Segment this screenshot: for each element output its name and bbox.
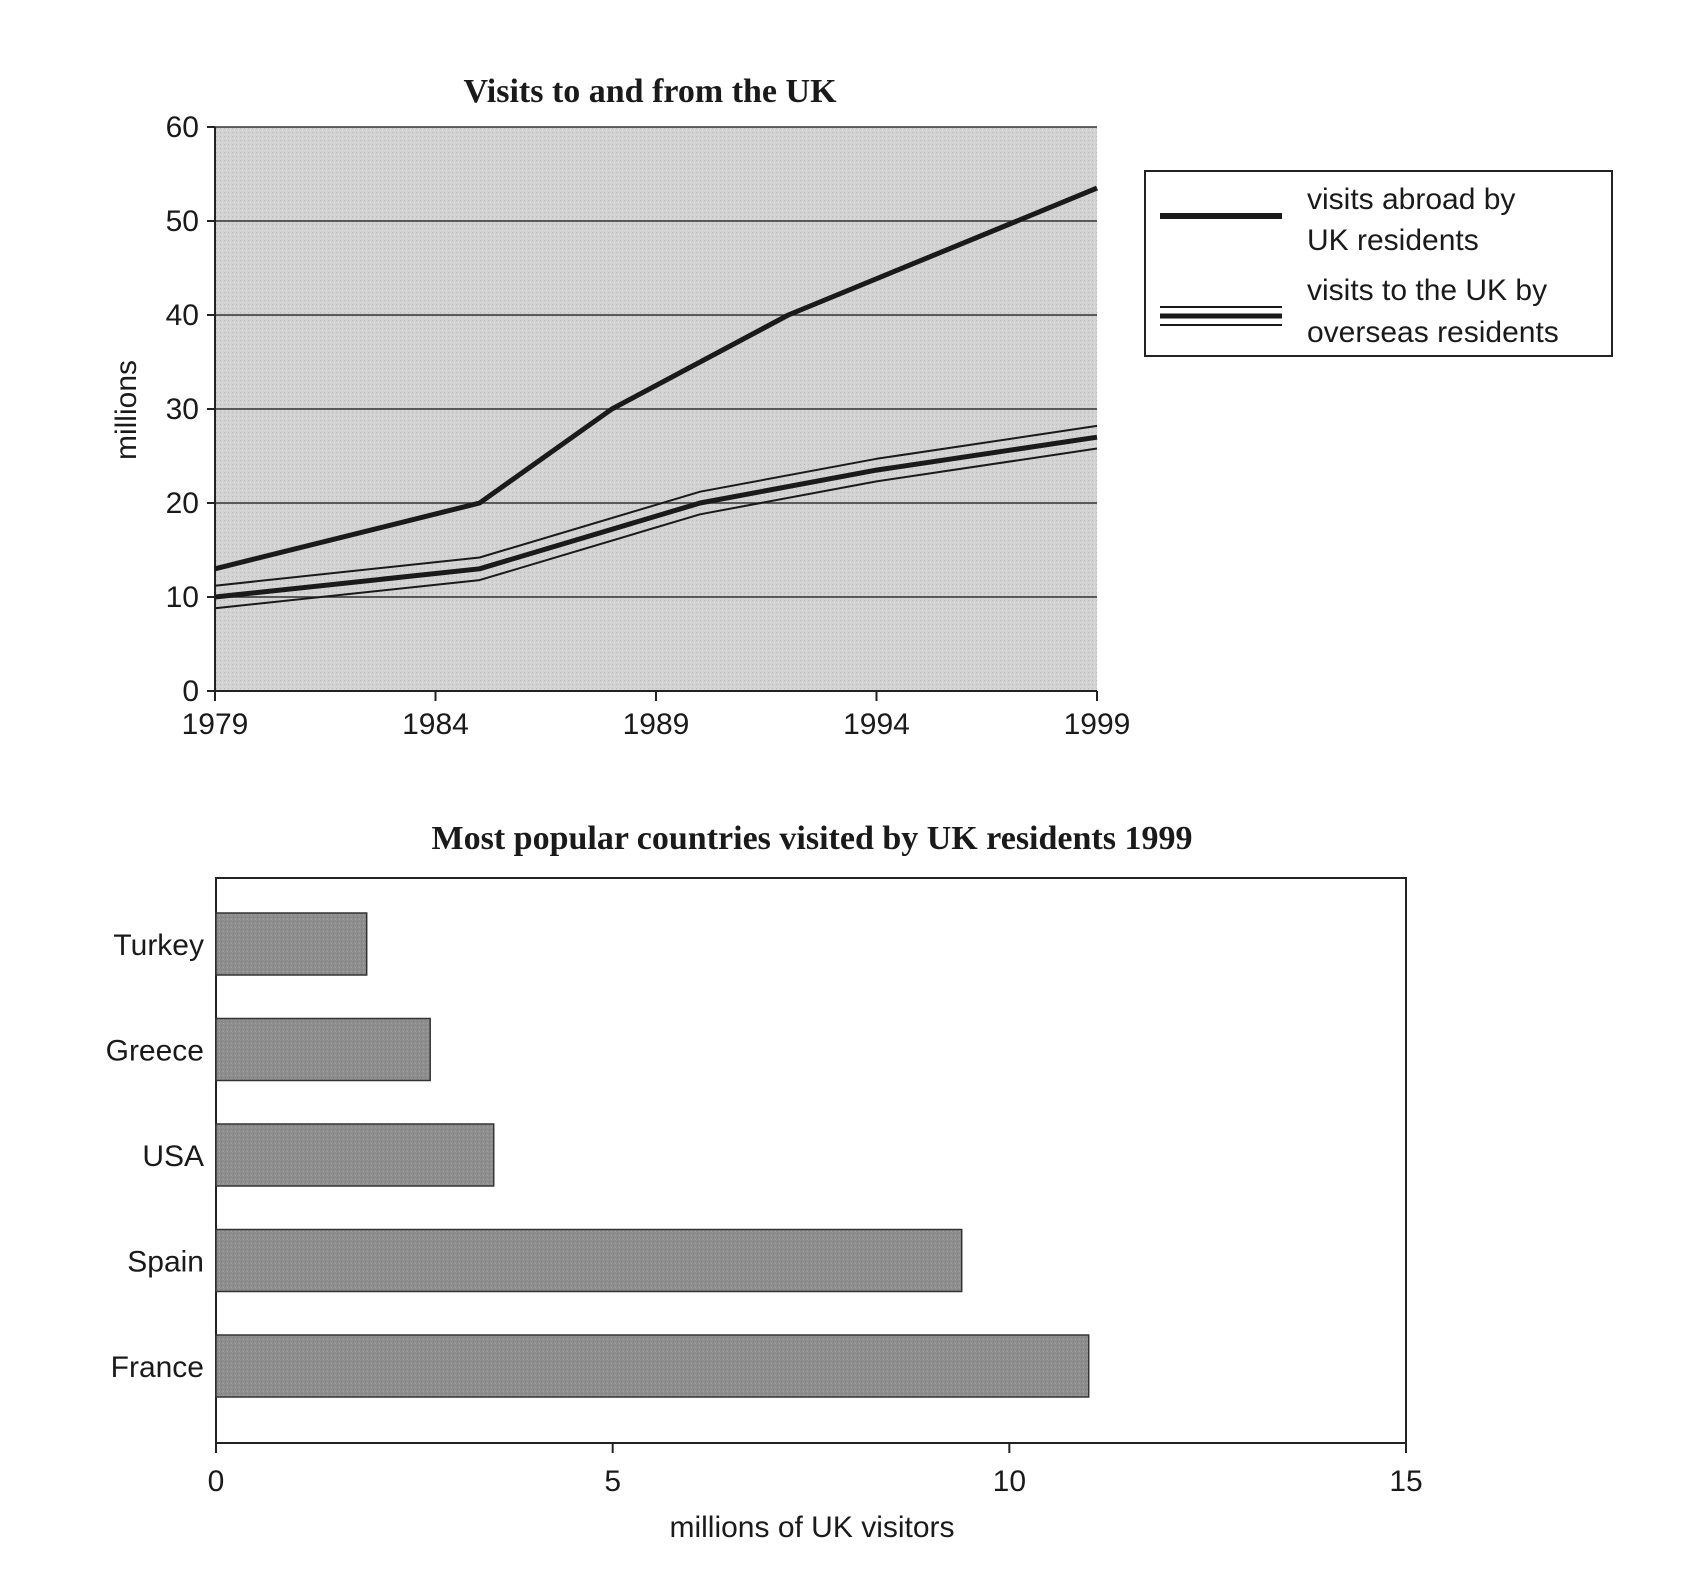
category-label-usa: USA <box>142 1140 204 1173</box>
y-tick-label: 50 <box>166 205 199 238</box>
x-tick-label: 1999 <box>1064 708 1131 741</box>
line-chart-gridlines <box>215 126 1097 598</box>
legend-label-uk-residents-line2: UK residents <box>1307 224 1479 257</box>
category-label-greece: Greece <box>106 1035 204 1068</box>
line-chart-legend: visits abroad by UK residents visits to … <box>1144 170 1613 357</box>
category-label-france: France <box>111 1351 204 1384</box>
legend-box <box>1144 170 1613 357</box>
y-tick-label: 60 <box>166 111 199 144</box>
y-tick-label: 0 <box>182 675 199 708</box>
legend-label-overseas-line2: overseas residents <box>1307 316 1559 349</box>
bar-turkey <box>215 912 368 976</box>
series-line-overseas-residents-outer <box>214 447 1098 610</box>
bar-chart: Most popular countries visited by UK res… <box>106 820 1423 1544</box>
bar-france <box>215 1334 1090 1398</box>
line-chart-x-ticks: 1979 1984 1989 1994 1999 <box>182 691 1131 741</box>
x-tick-label: 1979 <box>182 708 249 741</box>
x-tick-label: 1989 <box>623 708 690 741</box>
series-line-overseas-residents <box>214 434 1098 600</box>
line-chart-y-ticks: 0 10 20 30 40 50 60 <box>166 111 215 708</box>
bar-chart-bars <box>215 912 1090 1398</box>
legend-label-overseas-line1: visits to the UK by <box>1307 274 1547 307</box>
x-tick-label: 5 <box>604 1465 621 1498</box>
category-label-turkey: Turkey <box>113 929 204 962</box>
x-tick-label: 10 <box>993 1465 1026 1498</box>
bar-chart-x-ticks: 0 5 10 15 <box>208 1443 1423 1498</box>
line-chart-series <box>214 185 1098 610</box>
y-tick-label: 40 <box>166 299 199 332</box>
series-line-overseas-residents-outer <box>214 424 1098 587</box>
x-tick-label: 0 <box>208 1465 225 1498</box>
line-chart-title: Visits to and from the UK <box>463 73 837 110</box>
bar-chart-category-labels: Turkey Greece USA Spain France <box>106 929 204 1384</box>
category-label-spain: Spain <box>127 1246 204 1279</box>
x-tick-label: 15 <box>1389 1465 1422 1498</box>
bar-greece <box>215 1017 431 1082</box>
y-tick-label: 20 <box>166 487 199 520</box>
bar-chart-title: Most popular countries visited by UK res… <box>432 820 1193 857</box>
bar-usa <box>215 1123 495 1187</box>
x-tick-label: 1984 <box>402 708 469 741</box>
y-tick-label: 30 <box>166 393 199 426</box>
y-tick-label: 10 <box>166 581 199 614</box>
legend-label-uk-residents-line1: visits abroad by <box>1307 183 1515 216</box>
bar-chart-x-axis-label: millions of UK visitors <box>669 1511 954 1544</box>
bar-spain <box>215 1228 963 1293</box>
line-chart: Visits to and from the UK 0102030405060 … <box>110 73 1613 741</box>
x-tick-label: 1994 <box>843 708 910 741</box>
series-line-uk-residents <box>214 185 1098 572</box>
line-chart-y-axis-label: millions <box>110 360 143 460</box>
